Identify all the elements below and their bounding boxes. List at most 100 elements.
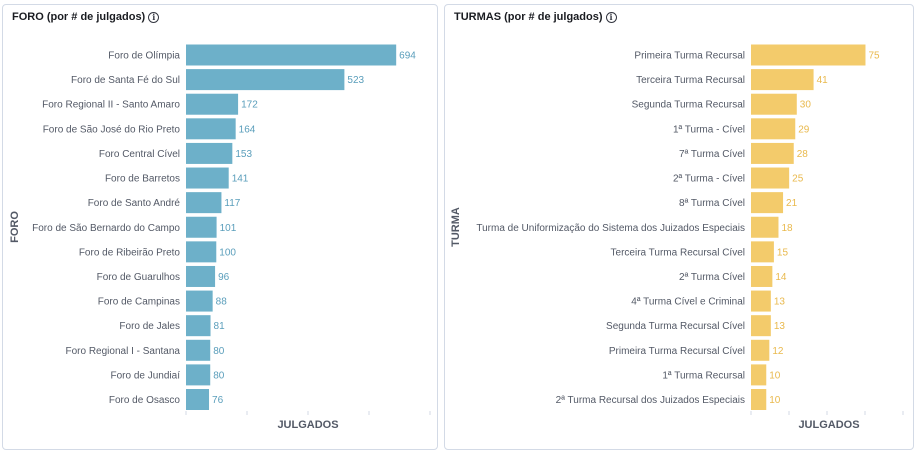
category-label: 8ª Turma Cível xyxy=(679,198,745,209)
category-label: Segunda Turma Recursal Cível xyxy=(606,321,745,332)
value-label: 14 xyxy=(775,272,787,283)
bar[interactable] xyxy=(751,290,771,312)
info-icon[interactable]: i xyxy=(605,11,617,23)
value-label: 75 xyxy=(868,51,880,62)
bar[interactable] xyxy=(751,241,774,263)
category-label: Primeira Turma Recursal Cível xyxy=(609,346,745,357)
bar[interactable] xyxy=(751,118,796,140)
value-label: 28 xyxy=(797,149,809,160)
category-label: Foro de Guarulhos xyxy=(97,272,180,283)
bar[interactable] xyxy=(186,167,229,189)
x-axis-title: JULGADOS xyxy=(277,419,338,431)
bar[interactable] xyxy=(751,142,794,164)
category-label: 2ª Turma - Cível xyxy=(673,174,745,185)
category-label: Foro de Santo André xyxy=(88,198,181,209)
value-label: 29 xyxy=(798,124,810,135)
bar[interactable] xyxy=(186,93,239,115)
category-label: Foro de Olímpia xyxy=(108,51,180,62)
bar[interactable] xyxy=(186,290,213,312)
bar[interactable] xyxy=(751,69,814,91)
bar[interactable] xyxy=(751,167,790,189)
bar[interactable] xyxy=(186,339,211,361)
foro-bar-chart: FORO Foro de Olímpia 694 Foro de Santa Fé d… xyxy=(9,44,431,431)
value-label: 81 xyxy=(214,321,226,332)
bar[interactable] xyxy=(186,69,345,91)
category-label: Foro de Santa Fé do Sul xyxy=(71,75,180,86)
category-label: 4ª Turma Cível e Criminal xyxy=(631,297,745,308)
value-label: 96 xyxy=(218,272,230,283)
value-label: 13 xyxy=(774,297,786,308)
category-label: 1ª Turma Recursal xyxy=(662,370,745,381)
bar[interactable] xyxy=(751,389,767,410)
bar[interactable] xyxy=(751,265,773,287)
value-label: 80 xyxy=(213,370,225,381)
bar[interactable] xyxy=(186,216,217,238)
value-label: 164 xyxy=(239,124,256,135)
category-label: Foro de Campinas xyxy=(98,297,180,308)
category-label: Terceira Turma Recursal Cível xyxy=(611,247,745,258)
value-label: 25 xyxy=(792,174,804,185)
bar[interactable] xyxy=(186,44,397,66)
value-label: 12 xyxy=(772,346,784,357)
bar[interactable] xyxy=(751,192,784,214)
value-label: 100 xyxy=(219,247,236,258)
value-label: 153 xyxy=(235,149,252,160)
value-label: 101 xyxy=(220,223,237,234)
value-label: 18 xyxy=(781,223,793,234)
category-label: Foro de São Bernardo do Campo xyxy=(32,223,180,234)
bar[interactable] xyxy=(186,389,210,410)
value-label: 141 xyxy=(232,174,249,185)
value-label: 117 xyxy=(224,198,240,209)
bar[interactable] xyxy=(186,315,211,337)
category-label: Foro de Jundiaí xyxy=(111,370,181,381)
category-label: Segunda Turma Recursal xyxy=(632,100,745,111)
category-label: Foro de São José do Rio Preto xyxy=(43,124,181,135)
turmas-bar-chart: TURMA Primeira Turma Recursal 75 Terceira T… xyxy=(450,44,904,431)
value-label: 523 xyxy=(347,75,364,86)
x-axis-title: JULGADOS xyxy=(798,419,859,431)
value-label: 13 xyxy=(774,321,786,332)
category-label: 7ª Turma Cível xyxy=(679,149,745,160)
value-label: 10 xyxy=(769,370,781,381)
foro-panel-title: FORO (por # de julgados) xyxy=(12,11,146,23)
bar[interactable] xyxy=(186,192,222,214)
bar[interactable] xyxy=(751,93,797,115)
turmas-panel-title: TURMAS (por # de julgados) xyxy=(454,11,603,23)
category-label: Turma de Uniformização do Sistema dos Ju… xyxy=(476,223,745,234)
bar[interactable] xyxy=(751,339,770,361)
value-label: 88 xyxy=(216,297,228,308)
value-label: 80 xyxy=(213,346,225,357)
category-label: 2ª Turma Cível xyxy=(679,272,745,283)
category-label: Foro de Barretos xyxy=(105,174,180,185)
category-label: 1ª Turma - Cível xyxy=(673,124,745,135)
category-label: Foro de Osasco xyxy=(109,395,181,406)
bar[interactable] xyxy=(186,364,211,386)
y-axis-title: TURMA xyxy=(450,207,462,247)
bar[interactable] xyxy=(186,142,233,164)
value-label: 21 xyxy=(786,198,798,209)
value-label: 10 xyxy=(769,395,781,406)
bar[interactable] xyxy=(751,44,866,66)
bar[interactable] xyxy=(186,241,217,263)
category-label: Foro Regional I - Santana xyxy=(65,346,180,357)
foro-panel: FORO (por # de julgados) i FORO Foro de O… xyxy=(2,4,438,450)
info-icon[interactable]: i xyxy=(148,11,160,23)
y-axis-title: FORO xyxy=(9,211,21,243)
category-label: Primeira Turma Recursal xyxy=(634,51,745,62)
foro-panel-title-wrap: FORO (por # de julgados) i xyxy=(12,11,160,23)
category-label: Foro Regional II - Santo Amaro xyxy=(42,100,180,111)
category-label: Foro de Jales xyxy=(119,321,180,332)
value-label: 76 xyxy=(212,395,224,406)
value-label: 15 xyxy=(777,247,789,258)
bar[interactable] xyxy=(751,315,771,337)
bar[interactable] xyxy=(186,265,216,287)
category-label: Foro de Ribeirão Preto xyxy=(79,247,181,258)
value-label: 694 xyxy=(399,51,416,62)
category-label: 2ª Turma Recursal dos Juizados Especiais xyxy=(556,395,745,406)
value-label: 30 xyxy=(800,100,812,111)
value-label: 172 xyxy=(241,100,258,111)
bar[interactable] xyxy=(751,216,779,238)
bar[interactable] xyxy=(751,364,767,386)
bar[interactable] xyxy=(186,118,236,140)
turmas-panel: TURMAS (por # de julgados) i TURMA Primei… xyxy=(444,4,914,450)
